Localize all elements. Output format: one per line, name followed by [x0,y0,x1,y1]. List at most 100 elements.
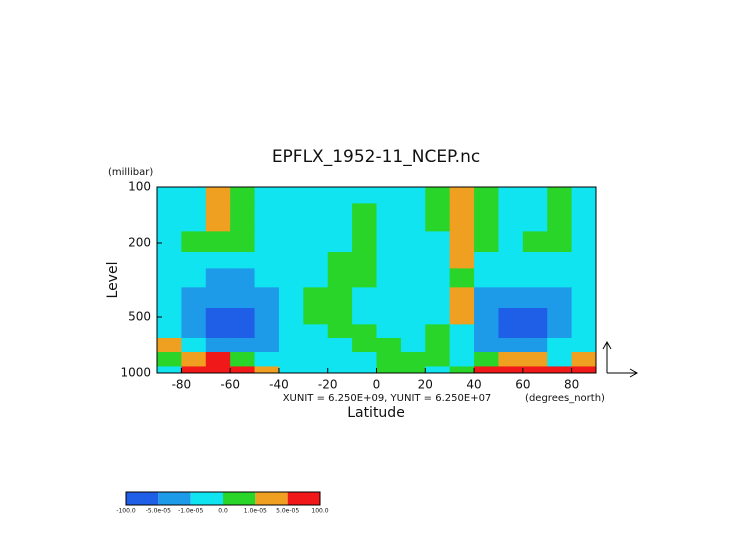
contour-cell [352,324,377,339]
contour-cell [571,231,597,253]
contour-cell [498,231,524,253]
contour-cell [303,337,329,353]
contour-cell [376,187,402,204]
contour-cell [449,352,475,367]
contour-cell [230,307,256,325]
contour-cell [449,187,475,204]
contour-cell [327,307,353,325]
contour-cell [157,324,182,339]
contour-cell [157,307,182,325]
contour-cell [571,307,597,325]
contour-cell [449,307,475,325]
contour-cell [425,287,451,309]
colorbar-label: -1.0e-05 [178,508,203,515]
colorbar-swatch [287,492,320,505]
contour-cell [547,337,573,353]
contour-cell [254,324,280,339]
contour-cell [303,187,329,204]
contour-cell [327,337,353,353]
contour-cell [449,366,475,374]
contour-cell [547,324,573,339]
contour-cell [278,203,304,232]
contour-cell [327,366,353,374]
contour-cell [449,337,475,353]
contour-cell [547,203,573,232]
contour-cell [498,337,524,353]
contour-cell [400,366,426,374]
contour-cell [181,352,207,367]
contour-cell [157,352,182,367]
contour-cell [449,203,475,232]
contour-cell [449,324,475,339]
contour-cell [474,324,499,339]
contour-cell [474,203,499,232]
contour-cell [400,337,426,353]
contour-cell [230,252,256,269]
contour-cell [181,231,207,253]
contour-cell [498,366,524,374]
contour-cell [157,252,182,269]
contour-cell [230,187,256,204]
colorbar-label: 100.0 [311,508,328,515]
y-unit: (millibar) [108,167,153,178]
contour-cell [376,203,402,232]
contour-cell [376,352,402,367]
contour-cell [571,252,597,269]
contour-cell [376,366,402,374]
contour-cell [522,352,548,367]
contour-cell [278,231,304,253]
colorbar-frame [125,491,321,506]
y-tick-label: 200 [128,235,151,249]
contour-cell [254,203,280,232]
contour-cell [522,337,548,353]
reference-vector [602,340,639,378]
contour-cell [571,324,597,339]
contour-cell [278,307,304,325]
contour-cell [352,352,377,367]
contour-cell [352,366,377,374]
colorbar-swatch [190,492,223,505]
colorbar-label: -5.0e-05 [146,508,171,515]
contour-cell [205,366,231,374]
contour-cell [205,203,231,232]
contour-cell [181,268,207,288]
contour-cell [230,231,256,253]
contour-cell [571,366,597,374]
contour-cell [522,307,548,325]
contour-cell [400,231,426,253]
contour-cell [449,231,475,253]
contour-cell [522,203,548,232]
contour-cell [498,287,524,309]
contour-cell [157,287,182,309]
x-axis-label: Latitude [347,405,405,421]
contour-cell [157,268,182,288]
contour-cell [474,231,499,253]
contour-cell [205,231,231,253]
x-tick-label: -20 [318,378,338,392]
contour-cell [254,307,280,325]
contour-cell [474,187,499,204]
contour-cell [474,366,499,374]
contour-cell [425,252,451,269]
contour-cell [303,252,329,269]
contour-cell [571,352,597,367]
contour-cell [376,287,402,309]
y-tick-label: 500 [128,310,151,324]
contour-cell [474,337,499,353]
contour-cell [157,231,182,253]
contour-cell [547,268,573,288]
contour-cell [547,231,573,253]
contour-cell [205,187,231,204]
contour-cell [327,252,353,269]
contour-cell [181,287,207,309]
contour-cell [303,366,329,374]
y-tick-label: 1000 [120,366,151,380]
contour-cell [327,324,353,339]
contour-cell [571,268,597,288]
units-note: XUNIT = 6.250E+09, YUNIT = 6.250E+07 [283,393,492,404]
contour-cell [327,187,353,204]
contour-cell [352,203,377,232]
contour-cell [157,203,182,232]
contour-cell [376,252,402,269]
contour-cell [352,307,377,325]
